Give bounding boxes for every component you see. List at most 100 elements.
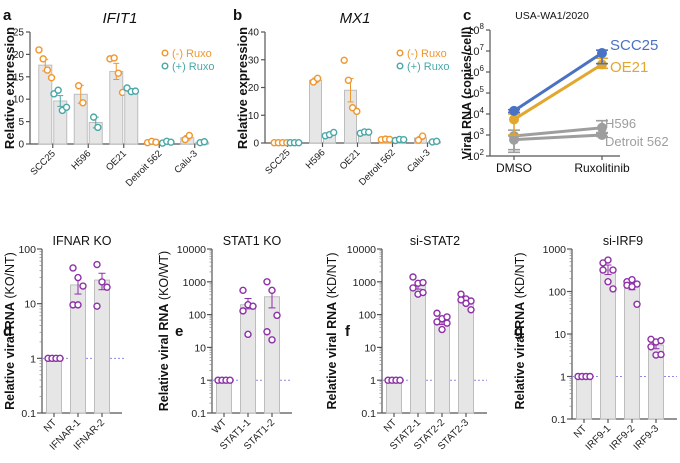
- y-axis-label: Relative viral RNA (KD/NT): [325, 253, 339, 410]
- y-tick-label: 10: [248, 111, 260, 122]
- panel-label-f: f: [345, 323, 351, 340]
- data-point: [103, 283, 111, 291]
- data-point: [409, 273, 417, 281]
- legend-marker: [396, 62, 404, 70]
- data-point: [263, 278, 271, 286]
- x-tick-label: OE21: [338, 147, 363, 172]
- data-point: [462, 299, 470, 308]
- x-tick-label: NT: [382, 417, 399, 434]
- panel-a: IFIT1 Relative expression 0 5 10 15 20 25 SCC25 H…: [2, 10, 215, 189]
- panel-e: STAT1 KO Relative viral RNA (KO/WT) 0.1 1 10…: [157, 234, 292, 452]
- series-line-h596: [513, 126, 603, 138]
- panel-label-g: g: [514, 323, 523, 340]
- legend-marker: [396, 49, 404, 57]
- data-point: [432, 137, 441, 146]
- y-tick-label: 1: [370, 375, 376, 387]
- data-point: [54, 86, 62, 94]
- data-point: [239, 307, 247, 315]
- data-point: [249, 302, 257, 310]
- y-tick-label: 0.1: [551, 414, 566, 426]
- y-tick-label: 40: [248, 28, 260, 39]
- y-tick-label: 30: [248, 55, 260, 66]
- data-point: [433, 318, 441, 326]
- panel-b: MX1 Relative expression 0 10 20 30 40 SCC25 H596…: [235, 10, 450, 188]
- data-point: [39, 55, 47, 63]
- data-point: [509, 114, 519, 125]
- data-point: [414, 136, 423, 144]
- series-label: H596: [605, 116, 636, 131]
- data-point: [74, 301, 82, 309]
- y-axis-label: Relative expression: [2, 27, 17, 149]
- legend-label: (-) Ruxo: [172, 48, 212, 60]
- x-tick-label: SCC25: [263, 147, 292, 176]
- bar: [386, 379, 402, 414]
- data-point: [93, 302, 101, 310]
- y-tick-label: 106: [467, 64, 484, 79]
- panel-d: IFNAR KO Relative viral RNA (KO/NT) 0.1 1 10…: [3, 234, 124, 453]
- y-tick-label: 10: [364, 342, 376, 354]
- legend-label: (-) Ruxo: [407, 48, 447, 60]
- panel-label-e: e: [175, 323, 183, 340]
- x-tick-label: NT: [42, 417, 59, 434]
- data-point: [586, 372, 594, 381]
- series-label: OE21: [610, 59, 648, 76]
- legend-marker: [161, 49, 169, 57]
- data-point: [47, 73, 56, 82]
- panel-label-b: b: [233, 7, 242, 24]
- panel-g: si-IRF9 Relative viral RNA (KD/NT) 0.1 1 10 1…: [513, 234, 677, 453]
- y-tick-label: 0.1: [361, 408, 376, 420]
- series-line-scc25: [513, 51, 603, 113]
- x-tick-label: DMSO: [496, 161, 532, 175]
- y-tick-label: 100: [358, 310, 376, 322]
- bar-ruxo: [309, 79, 322, 144]
- x-tick-label: IRF9-3: [632, 423, 662, 453]
- y-tick-label: 10: [194, 342, 206, 354]
- data-point: [353, 107, 361, 116]
- data-point: [657, 350, 665, 359]
- y-tick-label: 1000: [183, 277, 207, 289]
- data-point: [273, 311, 281, 320]
- x-tick-label: Calu-3: [172, 148, 200, 176]
- y-tick-label: 1: [30, 353, 36, 365]
- y-axis-label: Relative viral RNA (KO/WT): [157, 251, 171, 411]
- data-point: [93, 260, 101, 269]
- y-tick-label: 25: [13, 28, 25, 39]
- bar: [46, 357, 62, 414]
- data-point: [457, 296, 465, 304]
- data-point: [599, 266, 607, 274]
- chart-title: USA-WA1/2020: [515, 10, 589, 22]
- data-point: [409, 284, 417, 292]
- y-tick-label: 1000: [353, 277, 377, 289]
- data-point: [604, 256, 612, 264]
- data-point: [69, 264, 77, 272]
- x-tick-label: IRF9-1: [584, 423, 614, 453]
- data-point: [110, 54, 118, 62]
- data-point: [74, 273, 82, 282]
- y-tick-label: 0: [253, 139, 259, 150]
- panel-c: USA-WA1/2020 Viral RNA (copies/cell)102 10…: [460, 10, 669, 175]
- data-point: [79, 99, 87, 107]
- y-tick-label: 10000: [347, 244, 376, 256]
- data-point: [181, 135, 189, 144]
- data-point: [438, 325, 446, 334]
- data-point: [74, 82, 83, 90]
- data-point: [433, 309, 441, 317]
- panel-label-d: d: [3, 323, 12, 340]
- y-tick-label: 10000: [177, 244, 206, 256]
- data-point: [628, 282, 636, 291]
- data-point: [467, 306, 475, 314]
- series-label: Detroit 562: [605, 134, 669, 149]
- y-tick-label: 0: [18, 140, 24, 151]
- data-point: [443, 319, 451, 327]
- y-tick-label: 100: [18, 244, 36, 256]
- y-axis-label: Relative expression: [235, 27, 250, 149]
- data-point: [597, 122, 607, 133]
- x-tick-label: Detroit 562: [357, 147, 398, 188]
- y-tick-label: 10: [13, 95, 25, 106]
- bar-ruxo: [109, 70, 124, 145]
- chart-title: MX1: [340, 10, 371, 27]
- data-point: [443, 313, 451, 321]
- y-axis-label: Relative viral RNA (KD/NT): [513, 253, 527, 410]
- y-tick-label: 108: [467, 22, 484, 37]
- data-point: [263, 328, 271, 336]
